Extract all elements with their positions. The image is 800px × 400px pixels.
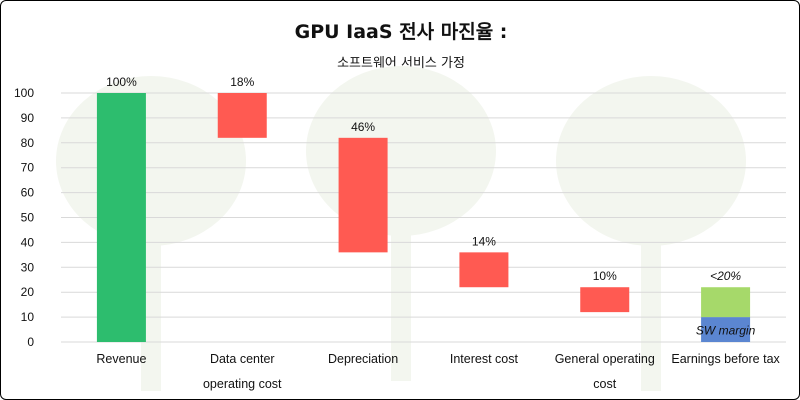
tree-watermark-trunk bbox=[391, 221, 411, 381]
data-label: 10% bbox=[593, 269, 617, 283]
data-label: <20% bbox=[710, 269, 741, 283]
y-tick-label: 60 bbox=[21, 186, 35, 200]
y-tick-label: 70 bbox=[21, 161, 35, 175]
data-label: 46% bbox=[351, 120, 375, 134]
tree-watermark-trunk bbox=[641, 231, 661, 391]
bar bbox=[580, 287, 630, 313]
data-label: 100% bbox=[106, 75, 137, 89]
y-tick-label: 50 bbox=[21, 211, 35, 225]
y-tick-label: 100 bbox=[14, 86, 34, 100]
data-label: 18% bbox=[230, 75, 254, 89]
tree-watermark-crown bbox=[556, 76, 746, 246]
y-tick-label: 10 bbox=[21, 310, 35, 324]
y-tick-label: 40 bbox=[21, 235, 35, 249]
bar bbox=[217, 93, 267, 138]
data-label: 14% bbox=[472, 234, 496, 248]
bar-segment bbox=[701, 287, 751, 318]
y-tick-label: 30 bbox=[21, 260, 35, 274]
bar-segment bbox=[701, 317, 751, 342]
x-tick-label: Depreciation bbox=[328, 352, 398, 366]
y-tick-label: 90 bbox=[21, 111, 35, 125]
x-tick-label: cost bbox=[593, 377, 616, 391]
bar bbox=[459, 252, 509, 288]
bar bbox=[338, 137, 388, 253]
x-tick-label: Interest cost bbox=[450, 352, 519, 366]
chart-subtitle: 소프트웨어 서비스 가정 bbox=[337, 56, 465, 71]
x-tick-label: General operating bbox=[555, 352, 655, 366]
chart-title: GPU IaaS 전사 마진율 : bbox=[294, 21, 508, 43]
segment-label: SW margin bbox=[696, 324, 756, 338]
y-tick-label: 80 bbox=[21, 136, 35, 150]
tree-watermark-crown bbox=[306, 66, 496, 236]
y-tick-label: 0 bbox=[27, 335, 34, 349]
tree-watermark-trunk bbox=[141, 231, 161, 391]
x-tick-label: operating cost bbox=[203, 377, 282, 391]
y-tick-label: 20 bbox=[21, 285, 35, 299]
x-tick-label: Revenue bbox=[96, 352, 146, 366]
x-tick-label: Data center bbox=[210, 352, 275, 366]
x-tick-label: Earnings before tax bbox=[671, 352, 780, 366]
bar bbox=[96, 93, 146, 342]
tree-watermark-crown bbox=[56, 76, 246, 246]
